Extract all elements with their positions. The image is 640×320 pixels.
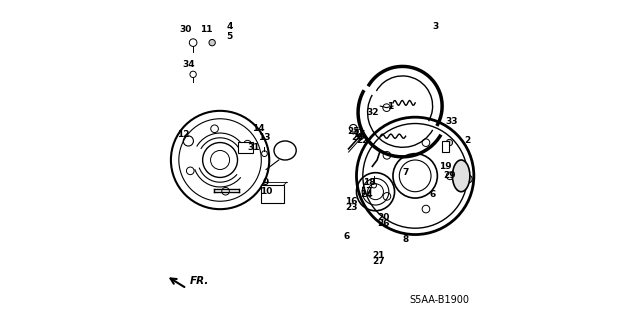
Text: 19: 19 bbox=[439, 162, 452, 171]
Text: 3: 3 bbox=[433, 22, 439, 31]
Text: 6: 6 bbox=[344, 232, 350, 241]
Bar bbox=[237, 142, 253, 153]
Ellipse shape bbox=[274, 141, 296, 160]
Text: 10: 10 bbox=[260, 187, 272, 196]
Text: S5AA-B1900: S5AA-B1900 bbox=[409, 295, 469, 305]
Text: 12: 12 bbox=[177, 130, 190, 139]
Text: 1: 1 bbox=[387, 101, 393, 111]
Text: 20: 20 bbox=[377, 212, 390, 222]
Text: 15: 15 bbox=[353, 130, 366, 139]
Text: FR.: FR. bbox=[190, 276, 209, 285]
Text: 6: 6 bbox=[429, 190, 436, 199]
Text: 26: 26 bbox=[377, 219, 390, 228]
Text: 22: 22 bbox=[356, 136, 369, 146]
Text: 28: 28 bbox=[351, 133, 364, 142]
Circle shape bbox=[454, 169, 468, 183]
Text: 25: 25 bbox=[347, 127, 360, 136]
Text: 21: 21 bbox=[372, 251, 385, 260]
Text: 2: 2 bbox=[465, 136, 470, 146]
Text: 4: 4 bbox=[227, 22, 233, 31]
Ellipse shape bbox=[452, 160, 470, 192]
Bar bbox=[261, 185, 284, 203]
Text: 9: 9 bbox=[263, 178, 269, 187]
Text: 34: 34 bbox=[182, 60, 195, 69]
Text: 14: 14 bbox=[252, 124, 264, 133]
Text: 16: 16 bbox=[346, 197, 358, 206]
Circle shape bbox=[446, 140, 452, 146]
Text: 33: 33 bbox=[445, 117, 458, 126]
Text: 8: 8 bbox=[403, 235, 409, 244]
Text: 23: 23 bbox=[346, 203, 358, 212]
Text: 11: 11 bbox=[200, 25, 212, 35]
Text: 13: 13 bbox=[258, 133, 271, 142]
Text: 29: 29 bbox=[444, 172, 456, 180]
Text: 18: 18 bbox=[363, 178, 376, 187]
Circle shape bbox=[209, 39, 215, 46]
Text: 32: 32 bbox=[366, 108, 379, 117]
Text: 30: 30 bbox=[179, 25, 191, 35]
Text: 7: 7 bbox=[403, 168, 409, 177]
Text: 27: 27 bbox=[372, 257, 385, 266]
Bar bbox=[442, 141, 449, 152]
Text: 24: 24 bbox=[360, 190, 373, 199]
Text: 31: 31 bbox=[247, 143, 260, 152]
Text: 17: 17 bbox=[360, 187, 372, 196]
Text: 5: 5 bbox=[227, 32, 233, 41]
Circle shape bbox=[465, 175, 472, 183]
